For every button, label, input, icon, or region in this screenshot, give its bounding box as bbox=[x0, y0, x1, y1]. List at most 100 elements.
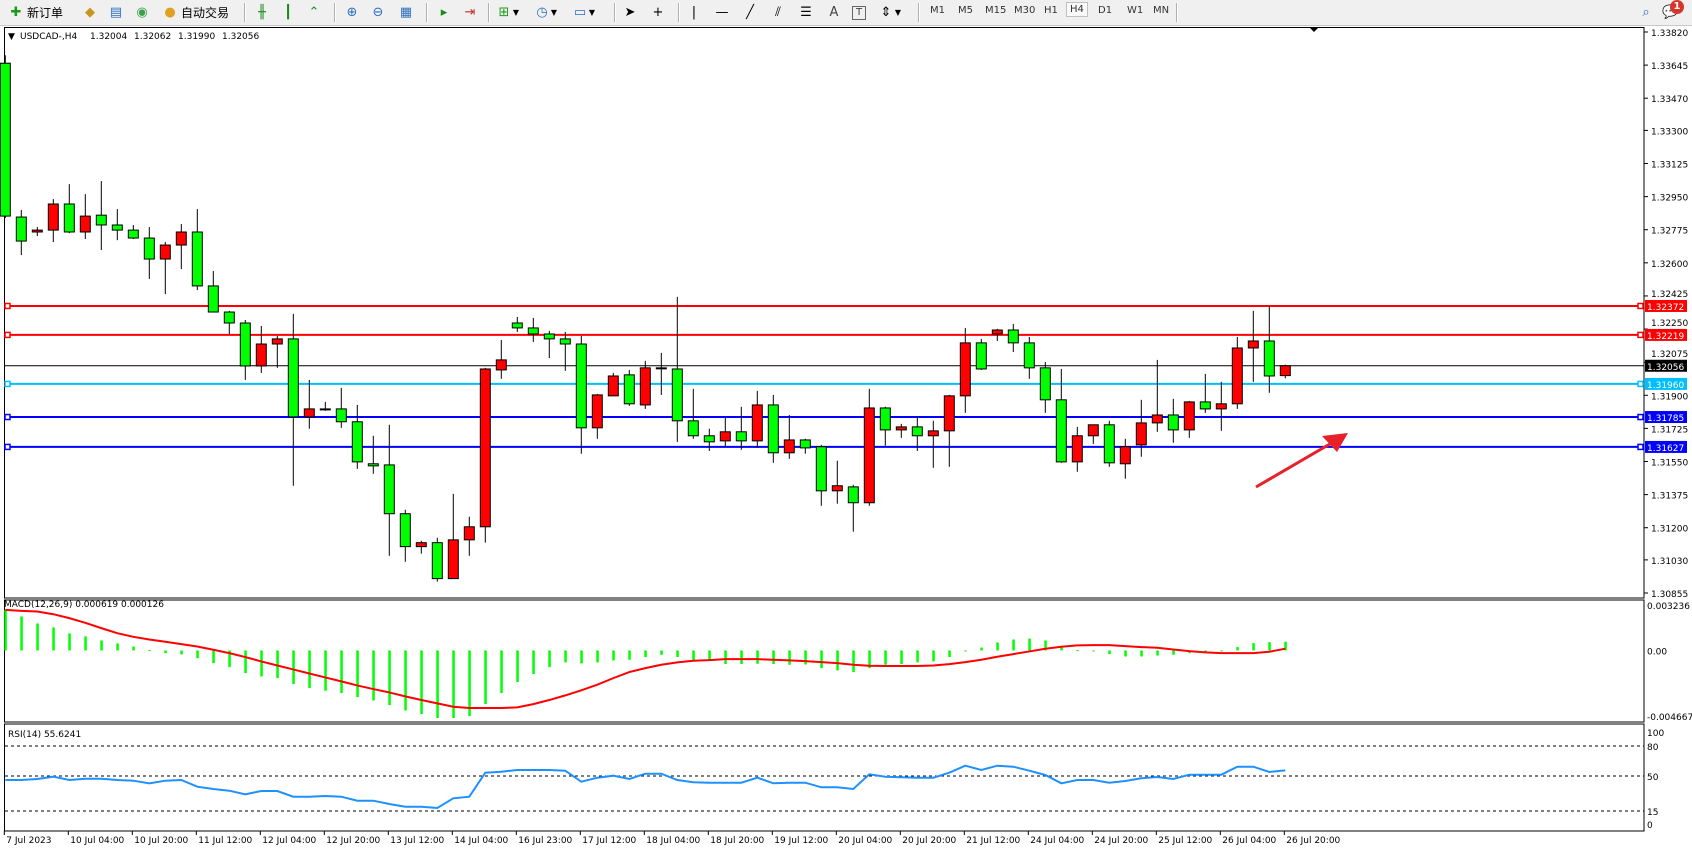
macd-histogram-bar bbox=[484, 650, 487, 705]
timeframe-mn[interactable]: MN bbox=[1153, 5, 1170, 16]
candle bbox=[1183, 400, 1195, 438]
horizontal-line-button[interactable]: — bbox=[714, 3, 730, 22]
time-tick-label: 13 Jul 12:00 bbox=[390, 836, 444, 846]
periods-button[interactable]: ◷ ▼ bbox=[534, 3, 558, 22]
candle bbox=[655, 352, 667, 395]
auto-scroll-button[interactable]: ▸ bbox=[436, 3, 452, 22]
separator bbox=[334, 3, 336, 22]
data-window-button[interactable]: ▤ bbox=[108, 3, 124, 22]
candle bbox=[527, 317, 539, 342]
signals-button[interactable]: ◉ bbox=[134, 3, 150, 22]
price-line-label: 1.32056 bbox=[1647, 363, 1684, 373]
macd-histogram-bar bbox=[996, 642, 999, 651]
price-label-box bbox=[1645, 359, 1687, 372]
new-order-button[interactable]: ✚ 新订单 bbox=[8, 3, 63, 22]
candle bbox=[751, 390, 763, 448]
candle-body bbox=[447, 539, 459, 580]
price-panel[interactable]: 1.33820 1.33645 1.33470 1.33300 1.33125 1.329… bbox=[0, 27, 1688, 600]
price-line-label: 1.32372 bbox=[1647, 303, 1684, 313]
timeframe-d1[interactable]: D1 bbox=[1098, 5, 1113, 16]
candlestick-chart-button[interactable]: ┃ bbox=[280, 3, 296, 22]
cursor-button[interactable]: ➤ bbox=[622, 3, 638, 22]
auto-trading-button[interactable]: ● 自动交易 bbox=[162, 3, 229, 22]
timeframe-m5[interactable]: M5 bbox=[958, 5, 973, 16]
macd-histogram-bar bbox=[340, 650, 343, 694]
macd-histogram-bar bbox=[964, 650, 967, 652]
text-button[interactable]: A bbox=[826, 3, 842, 22]
candle-body bbox=[303, 408, 315, 418]
trendline-button[interactable]: ╱ bbox=[742, 3, 758, 22]
chevron-down-icon: ▼ bbox=[588, 7, 596, 17]
candle-body bbox=[1167, 414, 1179, 431]
candle-body bbox=[399, 513, 411, 548]
macd-histogram-bar bbox=[404, 650, 407, 711]
tile-windows-button[interactable]: ▦ bbox=[398, 3, 414, 22]
candle-body bbox=[975, 342, 987, 370]
zoom-out-button[interactable]: ⊖ bbox=[370, 3, 386, 22]
candle-body bbox=[943, 395, 955, 432]
rsi-panel[interactable]: 100 80 50 15 0 bbox=[4, 723, 1665, 832]
candle bbox=[1071, 426, 1083, 472]
candle-body bbox=[1039, 367, 1051, 401]
candle-body bbox=[527, 327, 539, 335]
candle bbox=[671, 296, 683, 442]
time-tick-label: 18 Jul 20:00 bbox=[710, 836, 764, 846]
bar-chart-button[interactable]: ╫ bbox=[254, 3, 270, 22]
candle bbox=[767, 394, 779, 463]
time-tick-label: 12 Jul 20:00 bbox=[326, 836, 380, 846]
price-line-label: 1.31960 bbox=[1647, 381, 1684, 391]
candle-body bbox=[367, 463, 379, 467]
macd-histogram-bar bbox=[740, 650, 743, 665]
line-chart-button[interactable]: ⌃ bbox=[306, 3, 322, 22]
indicators-button[interactable]: ⊞ ▼ bbox=[496, 3, 520, 22]
macd-panel[interactable]: 0.003236 0.00 -0.004667 bbox=[4, 599, 1692, 723]
line-handle bbox=[1637, 413, 1644, 421]
timeframe-m1[interactable]: M1 bbox=[930, 5, 945, 16]
price-tick-label: 1.32075 bbox=[1651, 350, 1688, 360]
timeframe-w1[interactable]: W1 bbox=[1127, 5, 1144, 16]
text-label-button[interactable]: T bbox=[852, 3, 866, 22]
collapse-triangle-icon[interactable]: ▼ bbox=[8, 32, 15, 42]
candle bbox=[239, 319, 251, 380]
macd-histogram-bar bbox=[868, 650, 871, 669]
macd-histogram-bar bbox=[1092, 650, 1095, 652]
symbol-label: USDCAD-,H4 bbox=[20, 32, 77, 42]
macd-histogram-bar bbox=[852, 650, 855, 673]
line-handle bbox=[1637, 331, 1644, 339]
candle-body bbox=[31, 229, 43, 233]
timeframe-h4[interactable]: H4 bbox=[1066, 2, 1088, 17]
arrows-button[interactable]: ⇕ ▼ bbox=[878, 3, 902, 22]
macd-histogram-bar bbox=[900, 650, 903, 665]
candle-body bbox=[1263, 340, 1275, 377]
time-tick-label: 19 Jul 12:00 bbox=[774, 836, 828, 846]
timeframe-h1[interactable]: H1 bbox=[1044, 5, 1058, 16]
zoom-in-button[interactable]: ⊕ bbox=[344, 3, 360, 22]
macd-histogram-bar bbox=[276, 650, 279, 679]
equidistant-channel-button[interactable]: ⫽ bbox=[770, 3, 786, 22]
candle bbox=[927, 420, 939, 468]
fibonacci-button[interactable]: ☰ bbox=[798, 3, 814, 22]
notifications-button[interactable]: 💬 1 bbox=[1662, 0, 1684, 22]
candle bbox=[399, 509, 411, 562]
notification-badge: 1 bbox=[1670, 0, 1684, 14]
search-button[interactable]: ⌕ bbox=[1638, 3, 1654, 22]
separator bbox=[488, 3, 490, 22]
candle-body bbox=[271, 338, 283, 345]
timeframe-m30[interactable]: M30 bbox=[1014, 5, 1036, 16]
candle bbox=[879, 406, 891, 446]
candle bbox=[1199, 373, 1211, 413]
clock-icon: ◷ bbox=[536, 4, 548, 20]
templates-button[interactable]: ▭ ▼ bbox=[572, 3, 596, 22]
chart-shift-button[interactable]: ⇥ bbox=[462, 3, 478, 22]
candle bbox=[1247, 310, 1259, 382]
candle bbox=[943, 394, 955, 467]
timeframe-m15[interactable]: M15 bbox=[985, 5, 1007, 16]
crosshair-button[interactable]: + bbox=[650, 3, 666, 22]
vertical-line-button[interactable]: | bbox=[686, 3, 702, 22]
macd-histogram-bar bbox=[388, 650, 391, 706]
chart-canvas[interactable]: 1.33820 1.33645 1.33470 1.33300 1.33125 1.329… bbox=[0, 26, 1692, 851]
macd-histogram-bar bbox=[1220, 650, 1223, 652]
market-watch-button[interactable]: ◆ bbox=[82, 3, 98, 22]
candle-body bbox=[415, 542, 427, 548]
line-handle bbox=[4, 380, 11, 388]
